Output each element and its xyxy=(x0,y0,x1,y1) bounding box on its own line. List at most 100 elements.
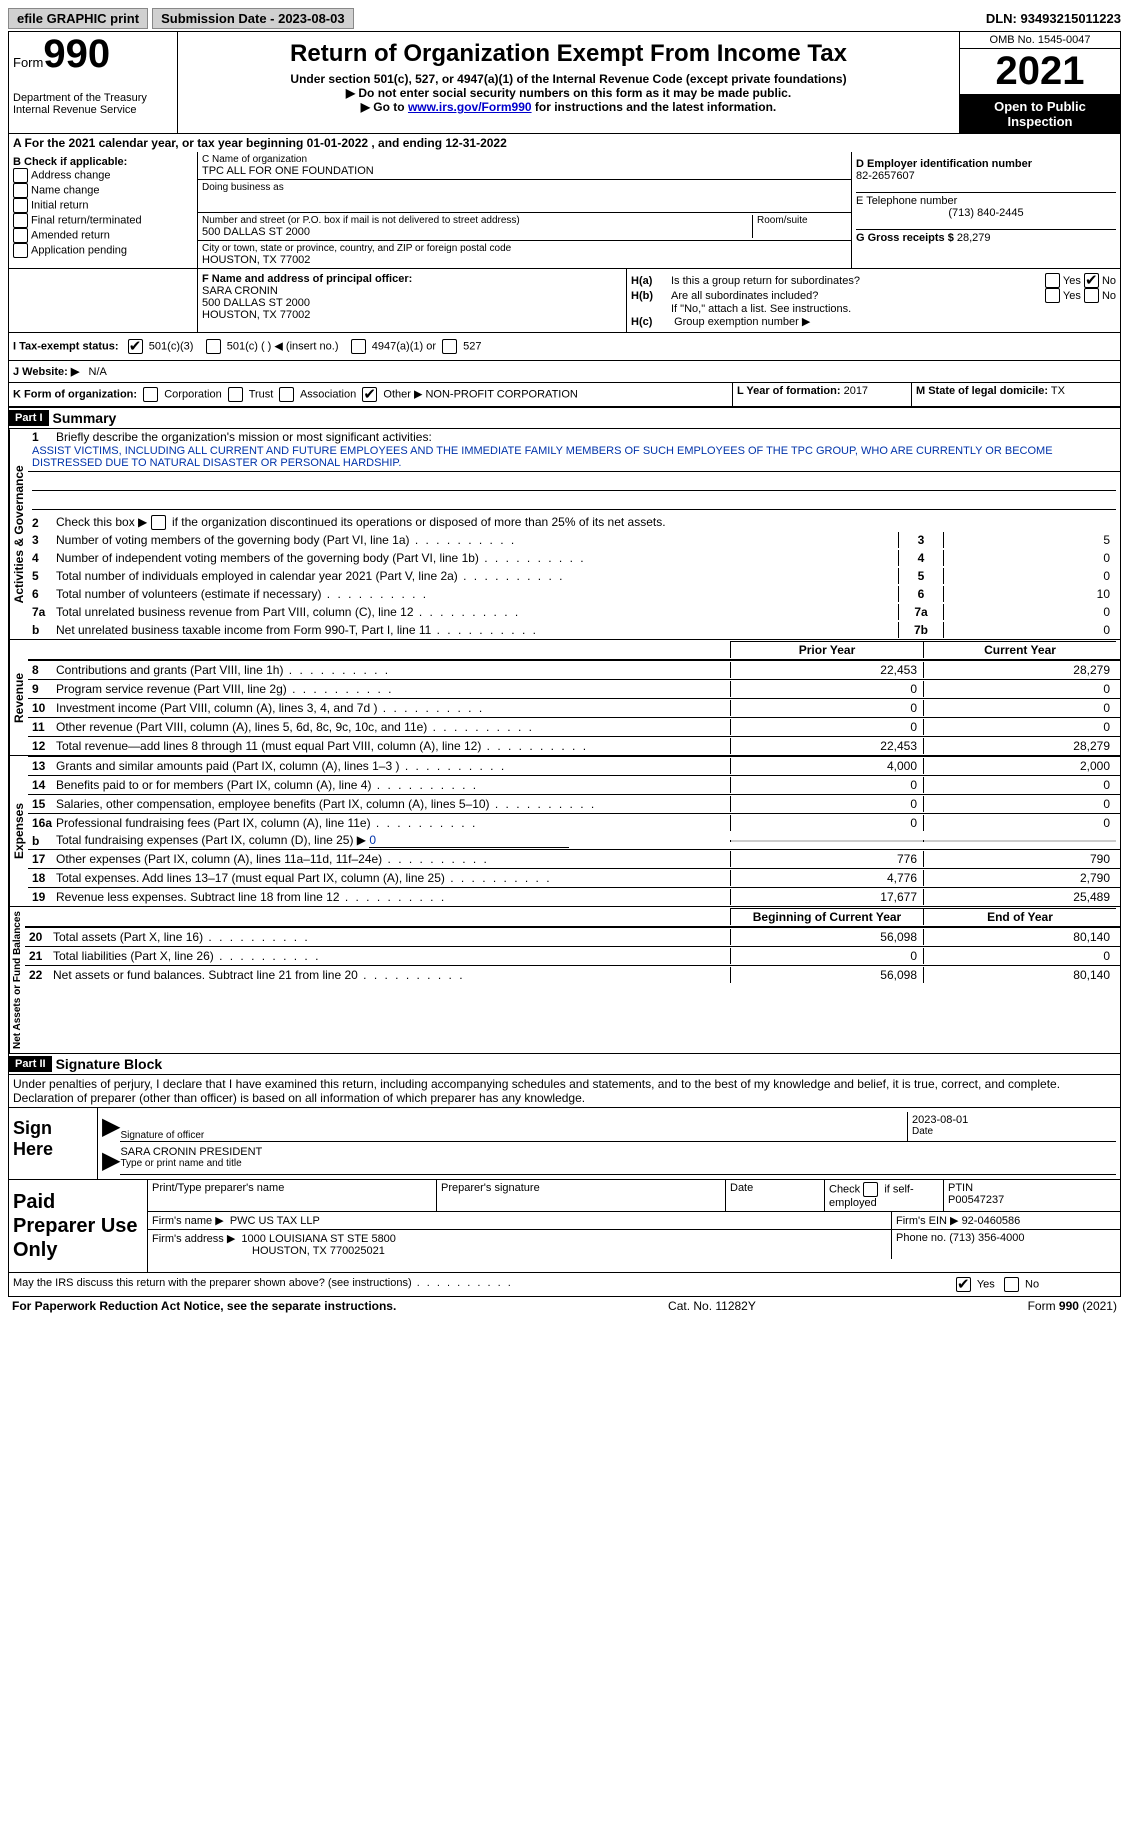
expenses-section: Expenses 13Grants and similar amounts pa… xyxy=(9,756,1120,907)
cb-corp[interactable] xyxy=(143,387,158,402)
firm-ein: 92-0460586 xyxy=(962,1215,1021,1227)
expenses-vert-label: Expenses xyxy=(9,756,28,906)
omb-number: OMB No. 1545-0047 xyxy=(960,32,1120,49)
dept-treasury: Department of the Treasury xyxy=(13,92,173,104)
sig-officer-label: Signature of officer xyxy=(120,1130,907,1141)
cb-ha-yes[interactable] xyxy=(1045,273,1060,288)
gross-value: 28,279 xyxy=(957,232,991,244)
summary-line: 8Contributions and grants (Part VIII, li… xyxy=(28,660,1120,679)
firm-name-label: Firm's name ▶ xyxy=(152,1215,224,1227)
phone-value: (713) 840-2445 xyxy=(856,207,1116,219)
ein-value: 82-2657607 xyxy=(856,170,1116,182)
summary-line: 12Total revenue—add lines 8 through 11 (… xyxy=(28,736,1120,755)
form-title: Return of Organization Exempt From Incom… xyxy=(182,40,955,68)
cb-address-change[interactable] xyxy=(13,168,28,183)
sig-date-label: Date xyxy=(912,1126,1112,1137)
cb-ha-no[interactable] xyxy=(1084,273,1099,288)
paid-section: Paid Preparer Use Only Print/Type prepar… xyxy=(9,1180,1120,1273)
col-h: H(a) Is this a group return for subordin… xyxy=(627,269,1120,332)
sig-arrow2-icon: ▶ xyxy=(102,1146,120,1175)
year-box: OMB No. 1545-0047 2021 Open to Public In… xyxy=(959,32,1120,133)
current-year-header: Current Year xyxy=(923,641,1116,658)
cb-amended[interactable] xyxy=(13,228,28,243)
website-value: N/A xyxy=(89,366,107,378)
tax-year: 2021 xyxy=(960,49,1120,95)
cb-hb-yes[interactable] xyxy=(1045,288,1060,303)
summary-line: 5Total number of individuals employed in… xyxy=(28,567,1120,585)
cb-hb-no[interactable] xyxy=(1084,288,1099,303)
cb-app-pending[interactable] xyxy=(13,243,28,258)
discuss-row: May the IRS discuss this return with the… xyxy=(9,1273,1120,1296)
cb-trust[interactable] xyxy=(228,387,243,402)
klm-row: K Form of organization: Corporation Trus… xyxy=(9,383,1120,407)
hc-text: Group exemption number ▶ xyxy=(674,316,810,328)
officer-name: SARA CRONIN xyxy=(202,285,622,297)
firm-phone-label: Phone no. xyxy=(896,1232,946,1244)
part1-header-row: Part I Summary xyxy=(9,407,1120,429)
summary-line: 14Benefits paid to or for members (Part … xyxy=(28,775,1120,794)
submission-date: Submission Date - 2023-08-03 xyxy=(152,8,354,29)
top-section: Form990 Department of the Treasury Inter… xyxy=(9,32,1120,134)
year-formation: 2017 xyxy=(844,385,868,397)
cb-assoc[interactable] xyxy=(279,387,294,402)
cb-discuss-no[interactable] xyxy=(1004,1277,1019,1292)
l16b-curr-grey xyxy=(923,840,1116,842)
prep-sig-h: Preparer's signature xyxy=(437,1180,726,1211)
sig-date-val: 2023-08-01 xyxy=(912,1114,1112,1126)
summary-line: 17Other expenses (Part IX, column (A), l… xyxy=(28,849,1120,868)
hc-label: H(c) xyxy=(631,316,671,328)
title-box: Return of Organization Exempt From Incom… xyxy=(178,32,959,133)
i-label: I Tax-exempt status: xyxy=(13,340,119,352)
end-year-header: End of Year xyxy=(923,908,1116,925)
firm-addr2: HOUSTON, TX 770025021 xyxy=(152,1245,887,1257)
paid-label: Paid Preparer Use Only xyxy=(9,1180,147,1272)
ptin-label: PTIN xyxy=(948,1182,1116,1194)
l16b-value: 0 xyxy=(369,833,569,848)
col-c: C Name of organization TPC ALL FOR ONE F… xyxy=(198,152,852,268)
cb-4947[interactable] xyxy=(351,339,366,354)
cb-discontinued[interactable] xyxy=(151,515,166,530)
discuss-text: May the IRS discuss this return with the… xyxy=(13,1277,513,1289)
summary-line: 21Total liabilities (Part X, line 26)00 xyxy=(25,946,1120,965)
summary-line: bNet unrelated business taxable income f… xyxy=(28,621,1120,639)
form-word: Form xyxy=(13,55,43,70)
cb-527[interactable] xyxy=(442,339,457,354)
cb-final-return[interactable] xyxy=(13,213,28,228)
cb-self-employed[interactable] xyxy=(863,1182,878,1197)
name-label: C Name of organization xyxy=(202,154,847,165)
officer-addr1: 500 DALLAS ST 2000 xyxy=(202,297,622,309)
part2-title: Signature Block xyxy=(52,1054,167,1074)
footer-mid: Cat. No. 11282Y xyxy=(668,1299,756,1313)
hb-label: H(b) xyxy=(631,290,671,302)
part2-header: Part II xyxy=(9,1056,52,1072)
phone-label: E Telephone number xyxy=(856,195,1116,207)
form-number: 990 xyxy=(43,32,110,76)
cb-initial-return[interactable] xyxy=(13,198,28,213)
summary-line: 20Total assets (Part X, line 16)56,09880… xyxy=(25,927,1120,946)
blank-1 xyxy=(32,476,1116,491)
cb-other[interactable] xyxy=(362,387,377,402)
j-label: J Website: ▶ xyxy=(13,366,79,378)
form-number-box: Form990 Department of the Treasury Inter… xyxy=(9,32,178,133)
col-f: F Name and address of principal officer:… xyxy=(198,269,627,332)
form-note1: ▶ Do not enter social security numbers o… xyxy=(182,86,955,100)
form-note2: ▶ Go to www.irs.gov/Form990 for instruct… xyxy=(182,100,955,114)
prior-year-header: Prior Year xyxy=(730,641,923,658)
officer-typed-name: SARA CRONIN PRESIDENT xyxy=(120,1146,1116,1158)
summary-line: 10Investment income (Part VIII, column (… xyxy=(28,698,1120,717)
cb-name-change[interactable] xyxy=(13,183,28,198)
irs-link[interactable]: www.irs.gov/Form990 xyxy=(408,100,532,114)
k-label: K Form of organization: xyxy=(13,388,137,400)
sign-label: Sign Here xyxy=(9,1108,97,1179)
org-city: HOUSTON, TX 77002 xyxy=(202,254,847,266)
ein-label: D Employer identification number xyxy=(856,158,1116,170)
netassets-vert-label: Net Assets or Fund Balances xyxy=(9,907,25,1053)
city-label: City or town, state or province, country… xyxy=(202,243,847,254)
sign-section: Sign Here ▶ Signature of officer 2023-08… xyxy=(9,1108,1120,1180)
efile-button[interactable]: efile GRAPHIC print xyxy=(8,8,148,29)
cb-discuss-yes[interactable] xyxy=(956,1277,971,1292)
revenue-vert-label: Revenue xyxy=(9,640,28,755)
form-subtitle: Under section 501(c), 527, or 4947(a)(1)… xyxy=(182,72,955,86)
cb-501c[interactable] xyxy=(206,339,221,354)
cb-501c3[interactable] xyxy=(128,339,143,354)
